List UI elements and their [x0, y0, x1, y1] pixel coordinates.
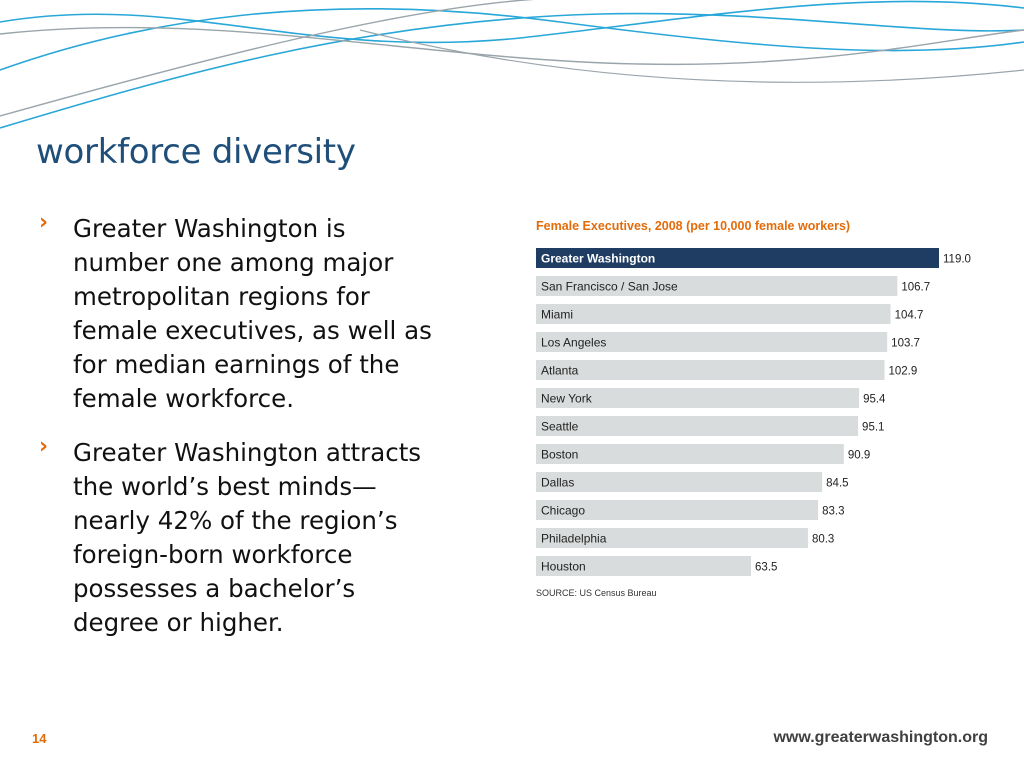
bar [536, 416, 859, 436]
bar [536, 276, 898, 296]
wave-line-gray-2 [0, 0, 535, 117]
bar [536, 556, 752, 576]
wave-line-gray-1 [0, 26, 1024, 66]
bar-value-label: 119.0 [943, 254, 971, 266]
bar [536, 388, 860, 408]
chart-title: Female Executives, 2008 (per 10,000 fema… [536, 219, 850, 233]
bullet-text: Greater Washington attracts the world’s … [73, 438, 422, 637]
bar-chart: Female Executives, 2008 (per 10,000 fema… [536, 212, 986, 612]
wave-line-gray-3 [359, 29, 1024, 83]
bullet-item: › Greater Washington is number one among… [36, 210, 446, 416]
bar-highlight [536, 248, 939, 268]
chart-source: SOURCE: US Census Bureau [536, 588, 657, 598]
bar-category-label: Los Angeles [541, 336, 606, 350]
bar-category-label: Miami [541, 308, 573, 322]
bar-chart-svg: Female Executives, 2008 (per 10,000 fema… [536, 219, 971, 598]
bar-value-label: 104.7 [895, 310, 924, 322]
wave-line-blue-2 [0, 7, 1024, 71]
bar-category-label: Dallas [541, 476, 574, 490]
bar [536, 528, 808, 548]
bar-category-label: Atlanta [541, 364, 579, 378]
wave-line-blue-3 [0, 12, 1024, 129]
bar-value-label: 90.9 [848, 450, 870, 462]
decorative-waves [0, 0, 1024, 129]
bar [536, 500, 819, 520]
bar-value-label: 95.1 [862, 422, 884, 434]
bar-value-label: 63.5 [755, 562, 777, 574]
bar [536, 444, 844, 464]
bar [536, 304, 891, 324]
bar-value-label: 103.7 [891, 338, 920, 350]
bar [536, 472, 823, 492]
bar-category-label: Philadelphia [541, 532, 607, 546]
bar-category-label: Boston [541, 448, 578, 462]
bar-category-label: San Francisco / San Jose [541, 280, 678, 294]
slide-title: workforce diversity [36, 132, 356, 172]
bullet-list: › Greater Washington is number one among… [36, 210, 446, 660]
bullet-text: Greater Washington is number one among m… [73, 214, 432, 413]
bullet-item: › Greater Washington attracts the world’… [36, 434, 446, 640]
bar-value-label: 95.4 [863, 394, 886, 406]
bar-value-label: 106.7 [901, 282, 930, 294]
bar-category-label: New York [541, 392, 593, 406]
bar-value-label: 83.3 [822, 506, 844, 518]
bar [536, 332, 888, 352]
bar-value-label: 80.3 [812, 534, 834, 546]
bar-value-label: 102.9 [888, 366, 917, 378]
bar-value-label: 84.5 [826, 478, 848, 490]
bar-category-label: Greater Washington [541, 252, 655, 266]
page-number: 14 [32, 731, 47, 746]
bullet-chevron-icon: › [39, 434, 49, 459]
bullet-chevron-icon: › [39, 210, 49, 235]
wave-line-blue-1 [0, 0, 1024, 44]
footer-url: www.greaterwashington.org [773, 729, 988, 746]
bar-category-label: Chicago [541, 504, 585, 518]
bar-category-label: Seattle [541, 420, 579, 434]
bar-category-label: Houston [541, 560, 586, 574]
bar [536, 360, 885, 380]
